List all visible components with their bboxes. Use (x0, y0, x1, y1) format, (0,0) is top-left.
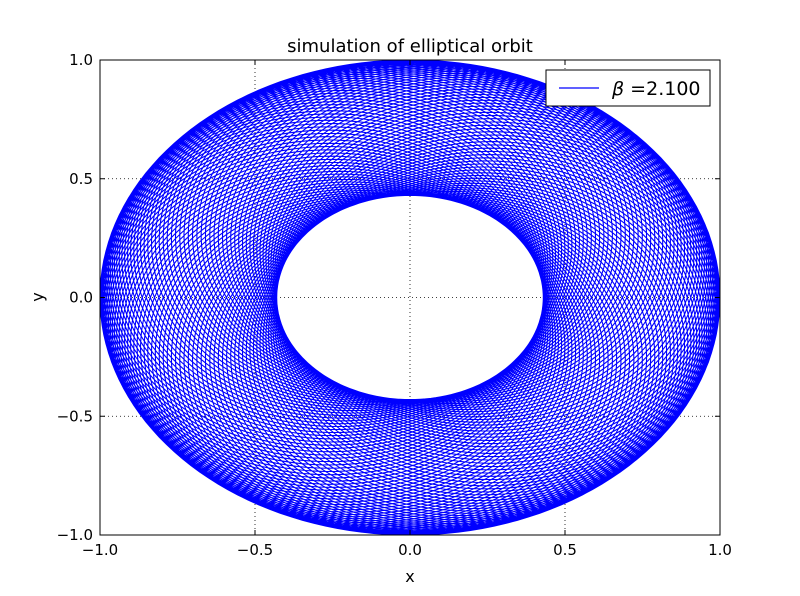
legend-entry: β =2.100 (611, 78, 701, 100)
axis-ticks: −1.0 −0.5 0.0 0.5 1.0 −1.0 −0.5 0.0 0.5 1.0 (57, 51, 732, 559)
x-tick-label: −0.5 (237, 541, 273, 559)
orbit-line (100, 60, 720, 535)
x-tick-label: −1.0 (82, 541, 118, 559)
y-tick-label: −1.0 (57, 526, 93, 544)
x-tick-label: 0.5 (553, 541, 577, 559)
x-axis-label: x (405, 567, 414, 586)
legend-beta-value: =2.100 (624, 78, 700, 100)
legend: β =2.100 (545, 69, 711, 107)
series-orbit (100, 60, 720, 535)
y-tick-label: 0.0 (69, 289, 93, 307)
y-tick-label: −0.5 (57, 407, 93, 425)
chart-title: simulation of elliptical orbit (287, 36, 533, 57)
y-tick-label: 0.5 (69, 170, 93, 188)
y-tick-label: 1.0 (69, 51, 93, 69)
legend-beta-symbol: β (611, 78, 624, 100)
x-tick-label: 0.0 (398, 541, 422, 559)
y-axis-label: y (28, 292, 47, 301)
x-tick-label: 1.0 (708, 541, 732, 559)
